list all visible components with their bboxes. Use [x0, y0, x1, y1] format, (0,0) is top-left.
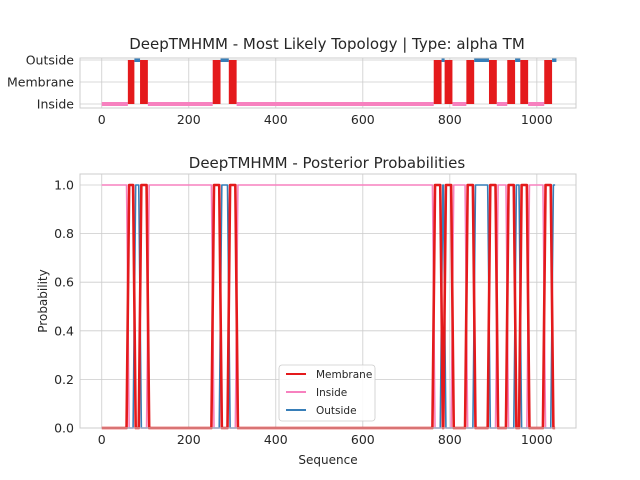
posterior-x-tick-label: 1000 [521, 432, 553, 447]
topology-title: DeepTMHMM - Most Likely Topology | Type:… [129, 35, 525, 53]
posterior-x-tick-label: 600 [351, 432, 375, 447]
posterior-y-tick-label: 0.0 [54, 421, 74, 436]
topology-segment-membrane [520, 60, 529, 104]
legend-label-inside: Inside [316, 387, 347, 399]
topology-segment-membrane [140, 60, 148, 104]
posterior-title: DeepTMHMM - Posterior Probabilities [189, 154, 466, 172]
topology-segment-membrane [127, 60, 135, 104]
posterior-y-tick-label: 0.2 [54, 372, 74, 387]
topology-segment-membrane [488, 60, 497, 104]
topology-segment-membrane [466, 60, 475, 104]
posterior-y-tick-label: 0.6 [54, 275, 74, 290]
topology-x-tick-label: 800 [438, 112, 462, 127]
topology-y-tick-label: Membrane [7, 75, 74, 90]
topology-frame [79, 57, 577, 109]
posterior-y-tick-label: 0.8 [54, 226, 74, 241]
topology-segment-membrane [444, 60, 453, 104]
topology-panel: DeepTMHMM - Most Likely Topology | Type:… [7, 35, 577, 127]
topology-x-tick-label: 1000 [521, 112, 553, 127]
posterior-x-tick-label: 0 [98, 432, 106, 447]
topology-x-tick-label: 200 [177, 112, 201, 127]
topology-x-tick-label: 600 [351, 112, 375, 127]
posterior-x-tick-label: 800 [438, 432, 462, 447]
posterior-y-tick-label: 0.4 [54, 323, 74, 338]
legend-label-membrane: Membrane [316, 369, 372, 381]
x-axis-label: Sequence [298, 453, 357, 467]
topology-x-tick-label: 0 [98, 112, 106, 127]
legend: Membrane Inside Outside [278, 364, 376, 422]
legend-box [278, 364, 376, 422]
topology-segment-membrane [507, 60, 516, 104]
posterior-y-tick-label: 1.0 [54, 178, 74, 193]
posterior-x-tick-label: 400 [264, 432, 288, 447]
topology-y-tick-label: Outside [26, 53, 75, 68]
posterior-x-tick-label: 200 [177, 432, 201, 447]
topology-segment-membrane [433, 60, 442, 104]
topology-y-tick-label: Inside [37, 97, 75, 112]
posterior-panel: DeepTMHMM - Posterior Probabilities 0 200… [36, 154, 577, 467]
topology-segment-membrane [212, 60, 221, 104]
y-axis-label: Probability [36, 269, 50, 332]
topology-x-tick-label: 400 [264, 112, 288, 127]
legend-label-outside: Outside [316, 405, 357, 417]
series-line-membrane [101, 183, 556, 430]
topology-segment-membrane [544, 60, 553, 104]
topology-segment-membrane [228, 60, 237, 104]
posterior-frame [79, 173, 577, 429]
